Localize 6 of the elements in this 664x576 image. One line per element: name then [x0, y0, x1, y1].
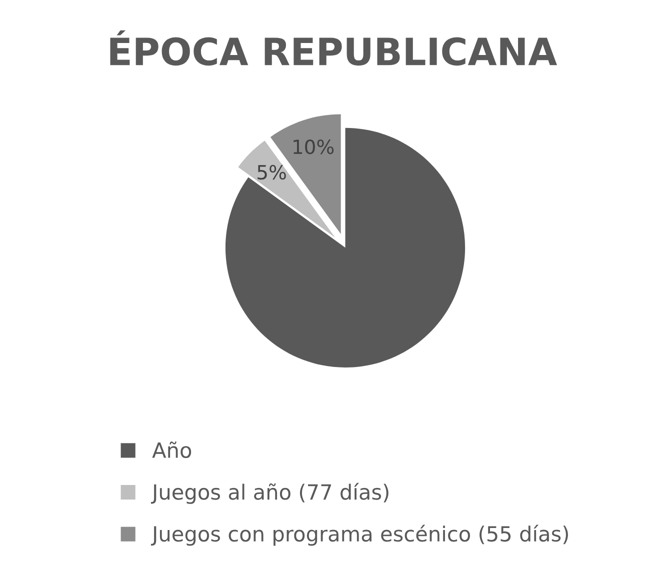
data-label: 10%: [294, 139, 334, 154]
legend-label: Juegos al año (77 días): [150, 482, 388, 504]
legend-label: Año: [152, 442, 192, 458]
data-label: 5%: [258, 164, 286, 180]
legend-label: Juegos con programa escénico (55 días): [150, 524, 568, 546]
chart-title: ÉPOCA REPUBLICANA: [110, 30, 558, 66]
